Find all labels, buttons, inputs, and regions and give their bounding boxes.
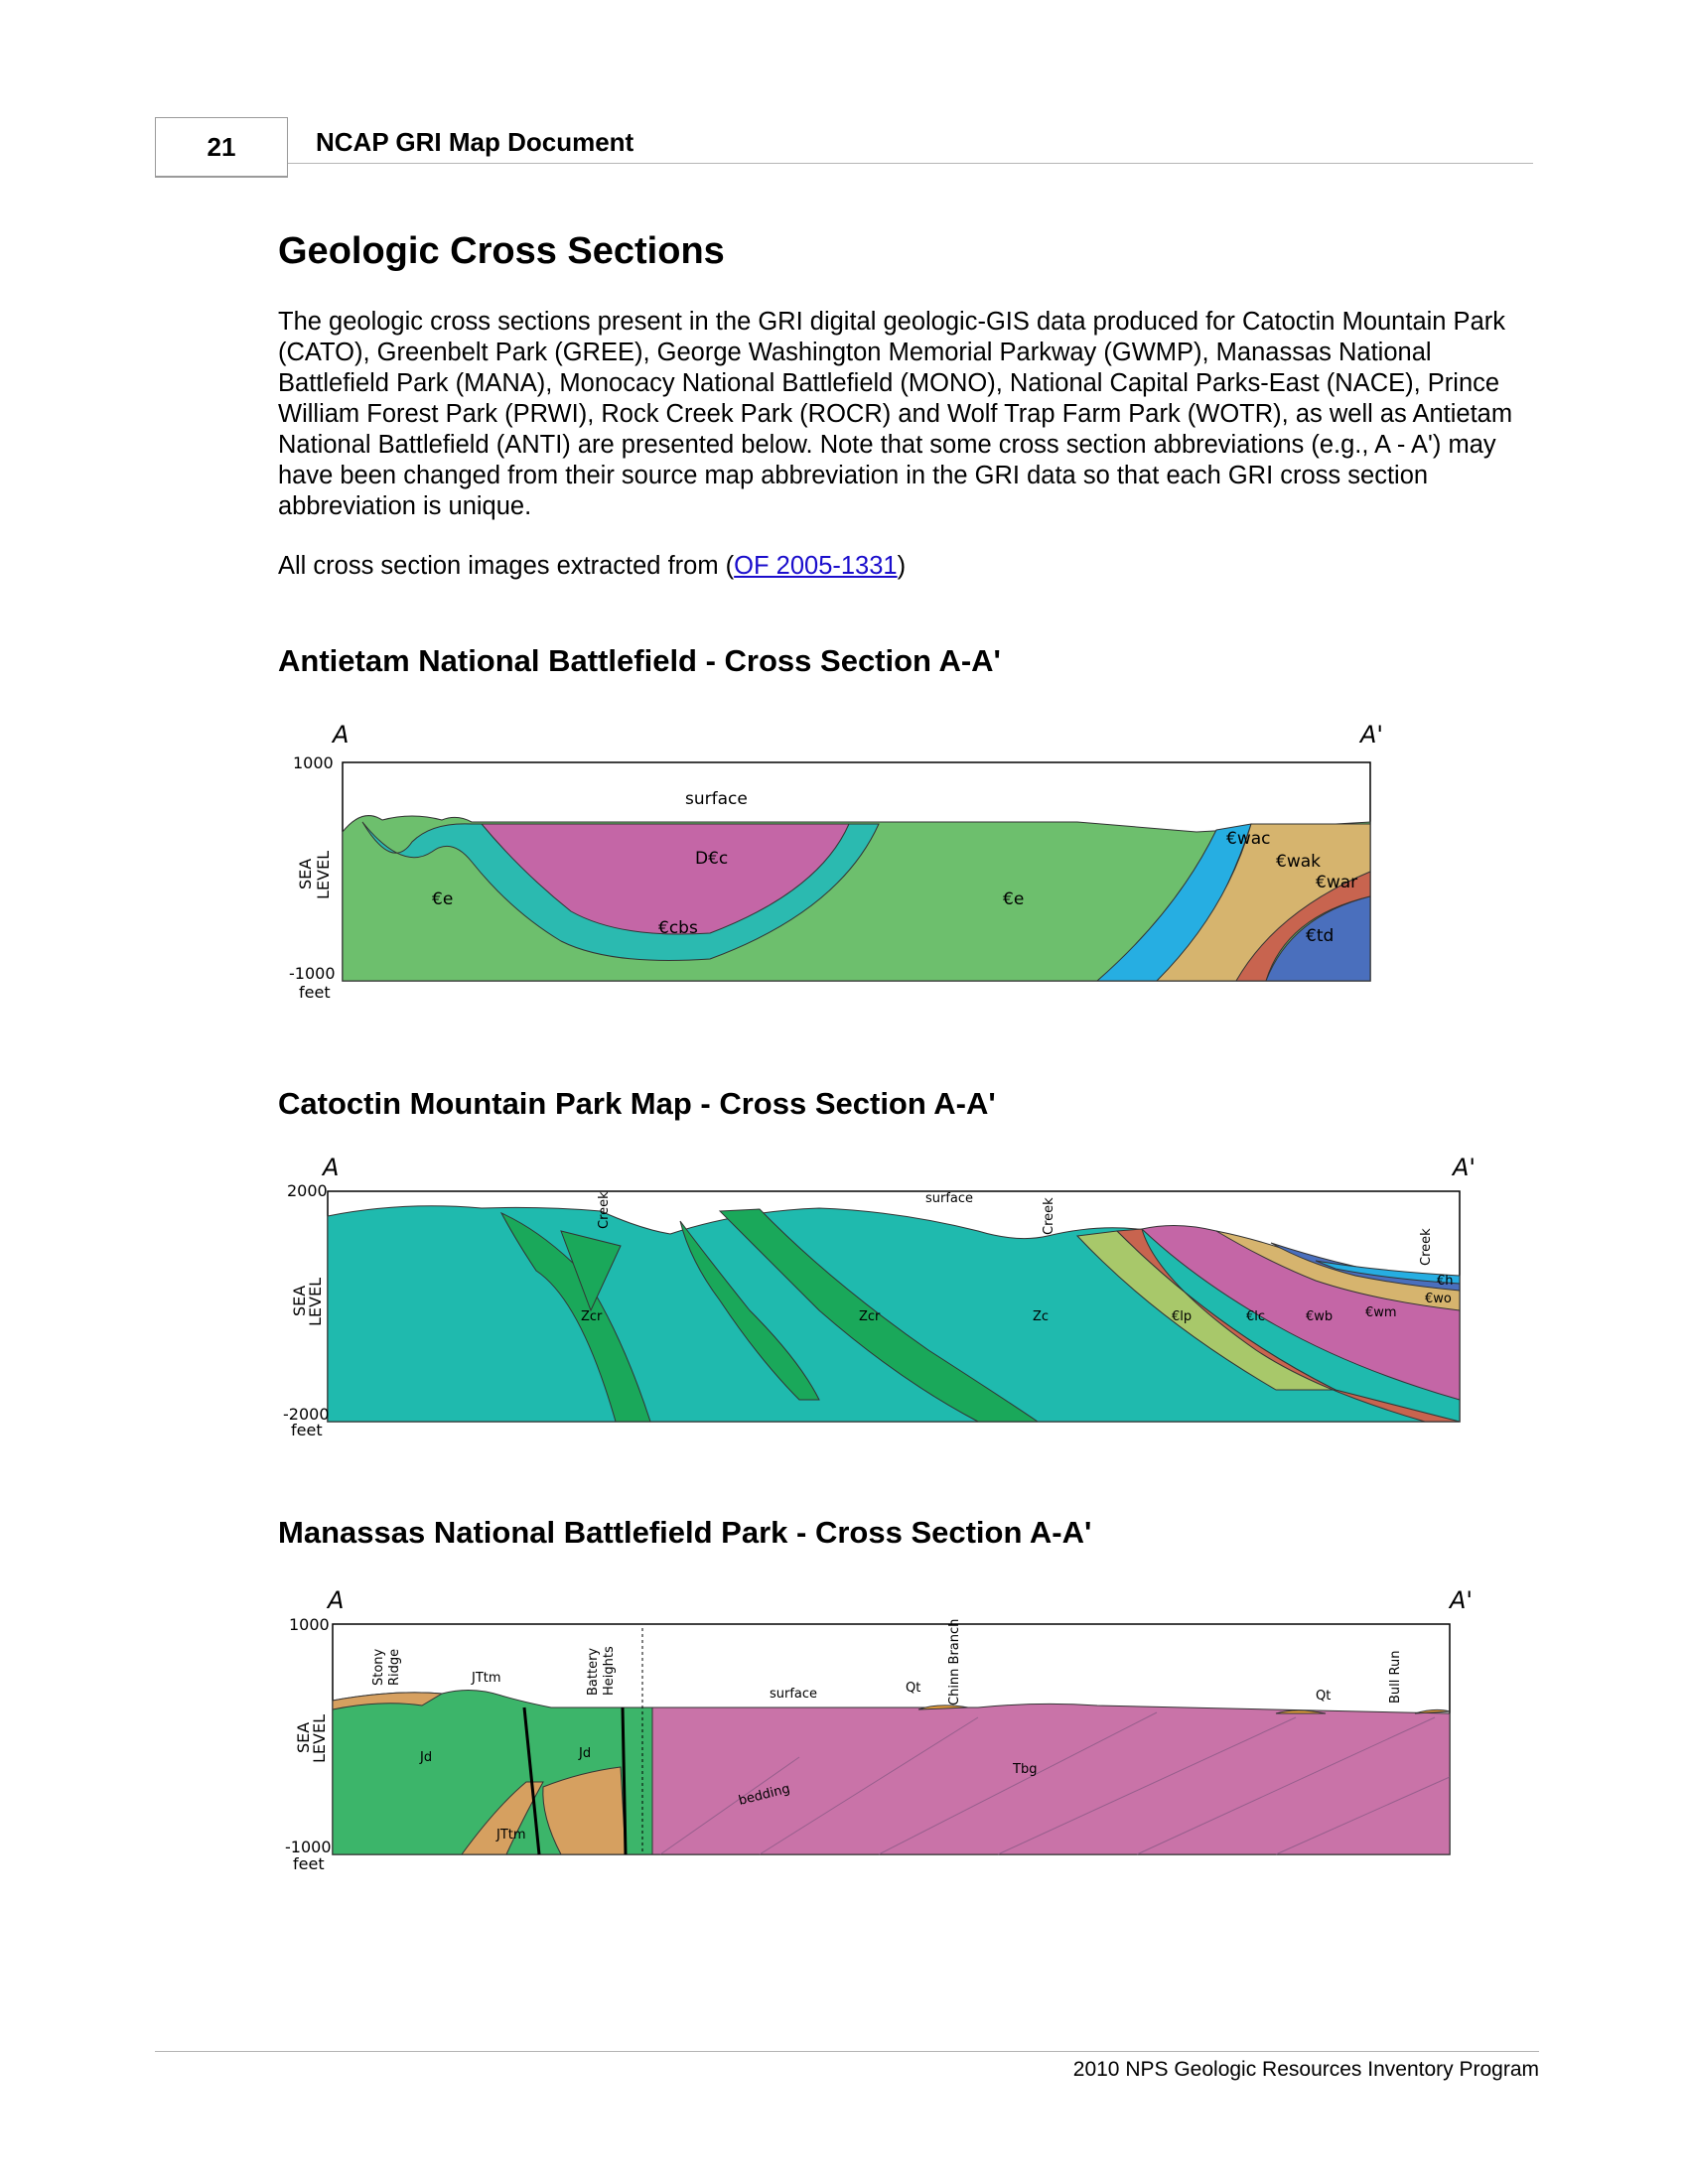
axis-sea: SEA (296, 859, 315, 889)
label-bull-run: Bull Run (1388, 1651, 1403, 1704)
axis-top: 2000 (287, 1181, 328, 1200)
label-ce-east: €e (1003, 889, 1024, 909)
axis-level: LEVEL (306, 1278, 325, 1326)
label-surface: surface (770, 1687, 817, 1702)
label-stony: Stony (371, 1648, 386, 1686)
end-label-right: A' (1448, 1586, 1473, 1614)
label-dcc: D€c (695, 849, 728, 869)
label-jtm-bottom: JTtm (495, 1828, 526, 1843)
axis-level: LEVEL (310, 1714, 329, 1763)
label-battery: Battery (586, 1648, 601, 1696)
axis-sea: SEA (294, 1722, 313, 1753)
axis-bottom: -1000 (289, 964, 336, 983)
label-creek-3: Creek (1419, 1228, 1434, 1266)
source-line: All cross section images extracted from … (278, 552, 906, 581)
label-clp: €lp (1172, 1309, 1192, 1324)
label-tbg: Tbg (1012, 1762, 1037, 1777)
end-label-right: A' (1451, 1154, 1476, 1181)
footer-divider (155, 2051, 1539, 2052)
header-divider (288, 163, 1533, 164)
axis-sea: SEA (290, 1286, 309, 1316)
label-cwm: €wm (1365, 1305, 1397, 1320)
document-title: NCAP GRI Map Document (316, 127, 634, 157)
cross-section-catoctin: A A' 2000 SEA LEVEL -2000 feet Creek Cre… (283, 1154, 1476, 1439)
end-label-left: A (326, 1586, 344, 1614)
label-chinn-branch: Chinn Branch (947, 1619, 962, 1706)
label-zc: Zc (1033, 1309, 1049, 1324)
label-ridge: Ridge (387, 1649, 402, 1686)
cross-section-manassas: A A' 1000 SEA LEVEL -1000 feet Stony Rid… (285, 1586, 1473, 1873)
cross-section-antietam: A A' 1000 SEA LEVEL -1000 feet surface D… (289, 721, 1383, 1001)
page-heading: Geologic Cross Sections (278, 230, 725, 272)
label-surface: surface (925, 1191, 973, 1206)
label-surface: surface (685, 789, 748, 809)
end-label-left: A (331, 721, 349, 749)
label-ch: €h (1437, 1274, 1454, 1289)
label-jtm-top: JTtm (471, 1671, 501, 1686)
source-link[interactable]: OF 2005-1331 (734, 552, 898, 580)
axis-unit: feet (299, 983, 331, 1001)
axis-bottom: -2000 (283, 1405, 330, 1424)
label-cwar: €war (1316, 873, 1357, 892)
label-creek-2: Creek (1042, 1197, 1056, 1235)
label-heights: Heights (602, 1646, 617, 1696)
label-qt-2: Qt (1316, 1689, 1331, 1704)
label-creek-1: Creek (597, 1191, 612, 1229)
label-ccbs: €cbs (658, 918, 698, 938)
page-number: 21 (155, 117, 288, 177)
label-qt-1: Qt (906, 1681, 920, 1696)
section-title-manassas: Manassas National Battlefield Park - Cro… (278, 1515, 1092, 1550)
source-prefix: All cross section images extracted from … (278, 552, 735, 580)
label-ctd: €td (1306, 926, 1334, 946)
axis-bottom: -1000 (285, 1838, 332, 1856)
section-title-antietam: Antietam National Battlefield - Cross Se… (278, 643, 1001, 678)
axis-unit: feet (293, 1854, 325, 1873)
axis-top: 1000 (293, 753, 334, 772)
header-divider-left (155, 177, 288, 178)
label-jd-2: Jd (578, 1746, 591, 1761)
label-cwb: €wb (1306, 1309, 1333, 1324)
axis-unit: feet (291, 1421, 323, 1439)
section-title-catoctin: Catoctin Mountain Park Map - Cross Secti… (278, 1086, 996, 1121)
intro-paragraph: The geologic cross sections present in t… (278, 308, 1513, 520)
end-label-right: A' (1358, 721, 1383, 749)
label-ce-west: €e (432, 889, 453, 909)
footer-text: 2010 NPS Geologic Resources Inventory Pr… (1072, 2058, 1539, 2081)
label-cwo: €wo (1425, 1292, 1452, 1306)
label-zcr-2: Zcr (859, 1309, 881, 1324)
axis-level: LEVEL (314, 851, 333, 899)
label-cwak: €wak (1276, 852, 1321, 872)
axis-top: 1000 (289, 1615, 330, 1634)
label-cwac: €wac (1226, 829, 1270, 849)
label-clc: €lc (1246, 1309, 1265, 1324)
label-jd-1: Jd (419, 1750, 432, 1765)
source-suffix: ) (897, 552, 907, 580)
label-zcr-1: Zcr (581, 1309, 603, 1324)
end-label-left: A (321, 1154, 339, 1181)
